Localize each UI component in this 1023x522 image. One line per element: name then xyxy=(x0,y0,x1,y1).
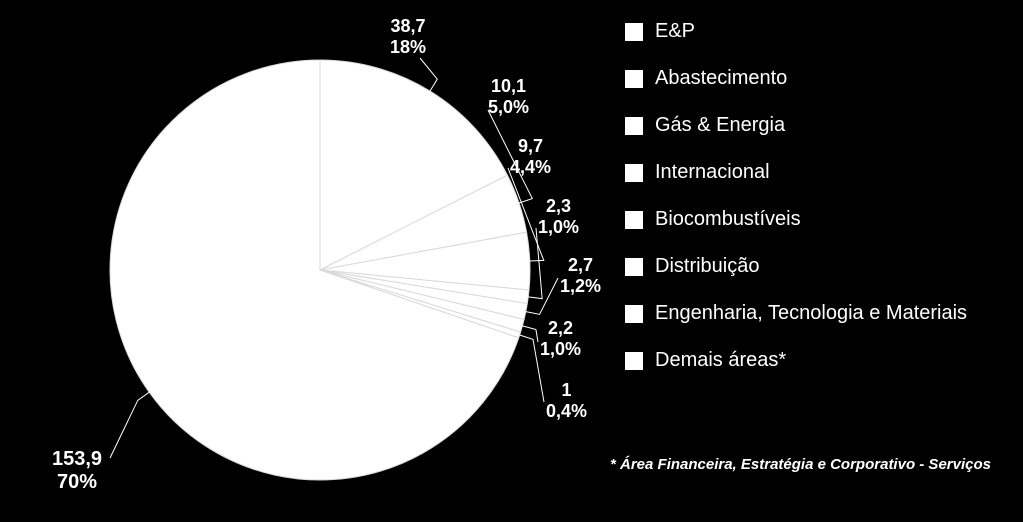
leader-line xyxy=(522,326,538,342)
legend-swatch xyxy=(625,211,643,229)
label-pct: 1,0% xyxy=(538,217,579,238)
label-value: 9,7 xyxy=(510,136,551,157)
legend-swatch xyxy=(625,305,643,323)
label-pct: 0,4% xyxy=(546,401,587,422)
legend: E&P Abastecimento Gás & Energia Internac… xyxy=(625,20,1005,396)
legend-label: Demais áreas* xyxy=(655,349,786,372)
legend-item: Engenharia, Tecnologia e Materiais xyxy=(625,302,1005,325)
label-value: 2,3 xyxy=(538,196,579,217)
legend-swatch xyxy=(625,23,643,41)
label-value: 10,1 xyxy=(488,76,529,97)
legend-item: Abastecimento xyxy=(625,67,1005,90)
label-pct: 18% xyxy=(390,37,426,58)
label-value: 1 xyxy=(546,380,587,401)
label-pct: 1,0% xyxy=(540,339,581,360)
label-demais: 1 0,4% xyxy=(546,380,587,421)
label-value: 153,9 xyxy=(52,448,102,471)
footnote: * Área Financeira, Estratégia e Corporat… xyxy=(610,456,991,473)
label-etm: 2,2 1,0% xyxy=(540,318,581,359)
label-abastecimento: 38,7 18% xyxy=(390,16,426,57)
label-value: 38,7 xyxy=(390,16,426,37)
label-value: 2,2 xyxy=(540,318,581,339)
leader-line xyxy=(110,392,149,458)
legend-item: E&P xyxy=(625,20,1005,43)
legend-swatch xyxy=(625,352,643,370)
label-pct: 4,4% xyxy=(510,157,551,178)
label-gas-energia: 10,1 5,0% xyxy=(488,76,529,117)
legend-label: Abastecimento xyxy=(655,67,787,90)
label-pct: 1,2% xyxy=(560,276,601,297)
label-pct: 70% xyxy=(52,471,102,494)
legend-label: Biocombustíveis xyxy=(655,208,801,231)
legend-label: Gás & Energia xyxy=(655,114,785,137)
legend-swatch xyxy=(625,258,643,276)
chart-stage: 38,7 18% 10,1 5,0% 9,7 4,4% 2,3 1,0% 2,7… xyxy=(0,0,1023,522)
legend-item: Distribuição xyxy=(625,255,1005,278)
legend-item: Biocombustíveis xyxy=(625,208,1005,231)
legend-label: E&P xyxy=(655,20,695,43)
legend-swatch xyxy=(625,70,643,88)
legend-label: Engenharia, Tecnologia e Materiais xyxy=(655,302,967,325)
pie-chart: 38,7 18% 10,1 5,0% 9,7 4,4% 2,3 1,0% 2,7… xyxy=(40,10,600,510)
label-internacional: 9,7 4,4% xyxy=(510,136,551,177)
legend-swatch xyxy=(625,117,643,135)
label-distribuicao: 2,7 1,2% xyxy=(560,255,601,296)
legend-label: Internacional xyxy=(655,161,770,184)
label-value: 2,7 xyxy=(560,255,601,276)
leader-line xyxy=(420,58,437,91)
label-biocombustiveis: 2,3 1,0% xyxy=(538,196,579,237)
legend-item: Gás & Energia xyxy=(625,114,1005,137)
legend-item: Demais áreas* xyxy=(625,349,1005,372)
legend-swatch xyxy=(625,164,643,182)
legend-item: Internacional xyxy=(625,161,1005,184)
label-ep: 153,9 70% xyxy=(52,448,102,494)
label-pct: 5,0% xyxy=(488,97,529,118)
legend-label: Distribuição xyxy=(655,255,759,278)
